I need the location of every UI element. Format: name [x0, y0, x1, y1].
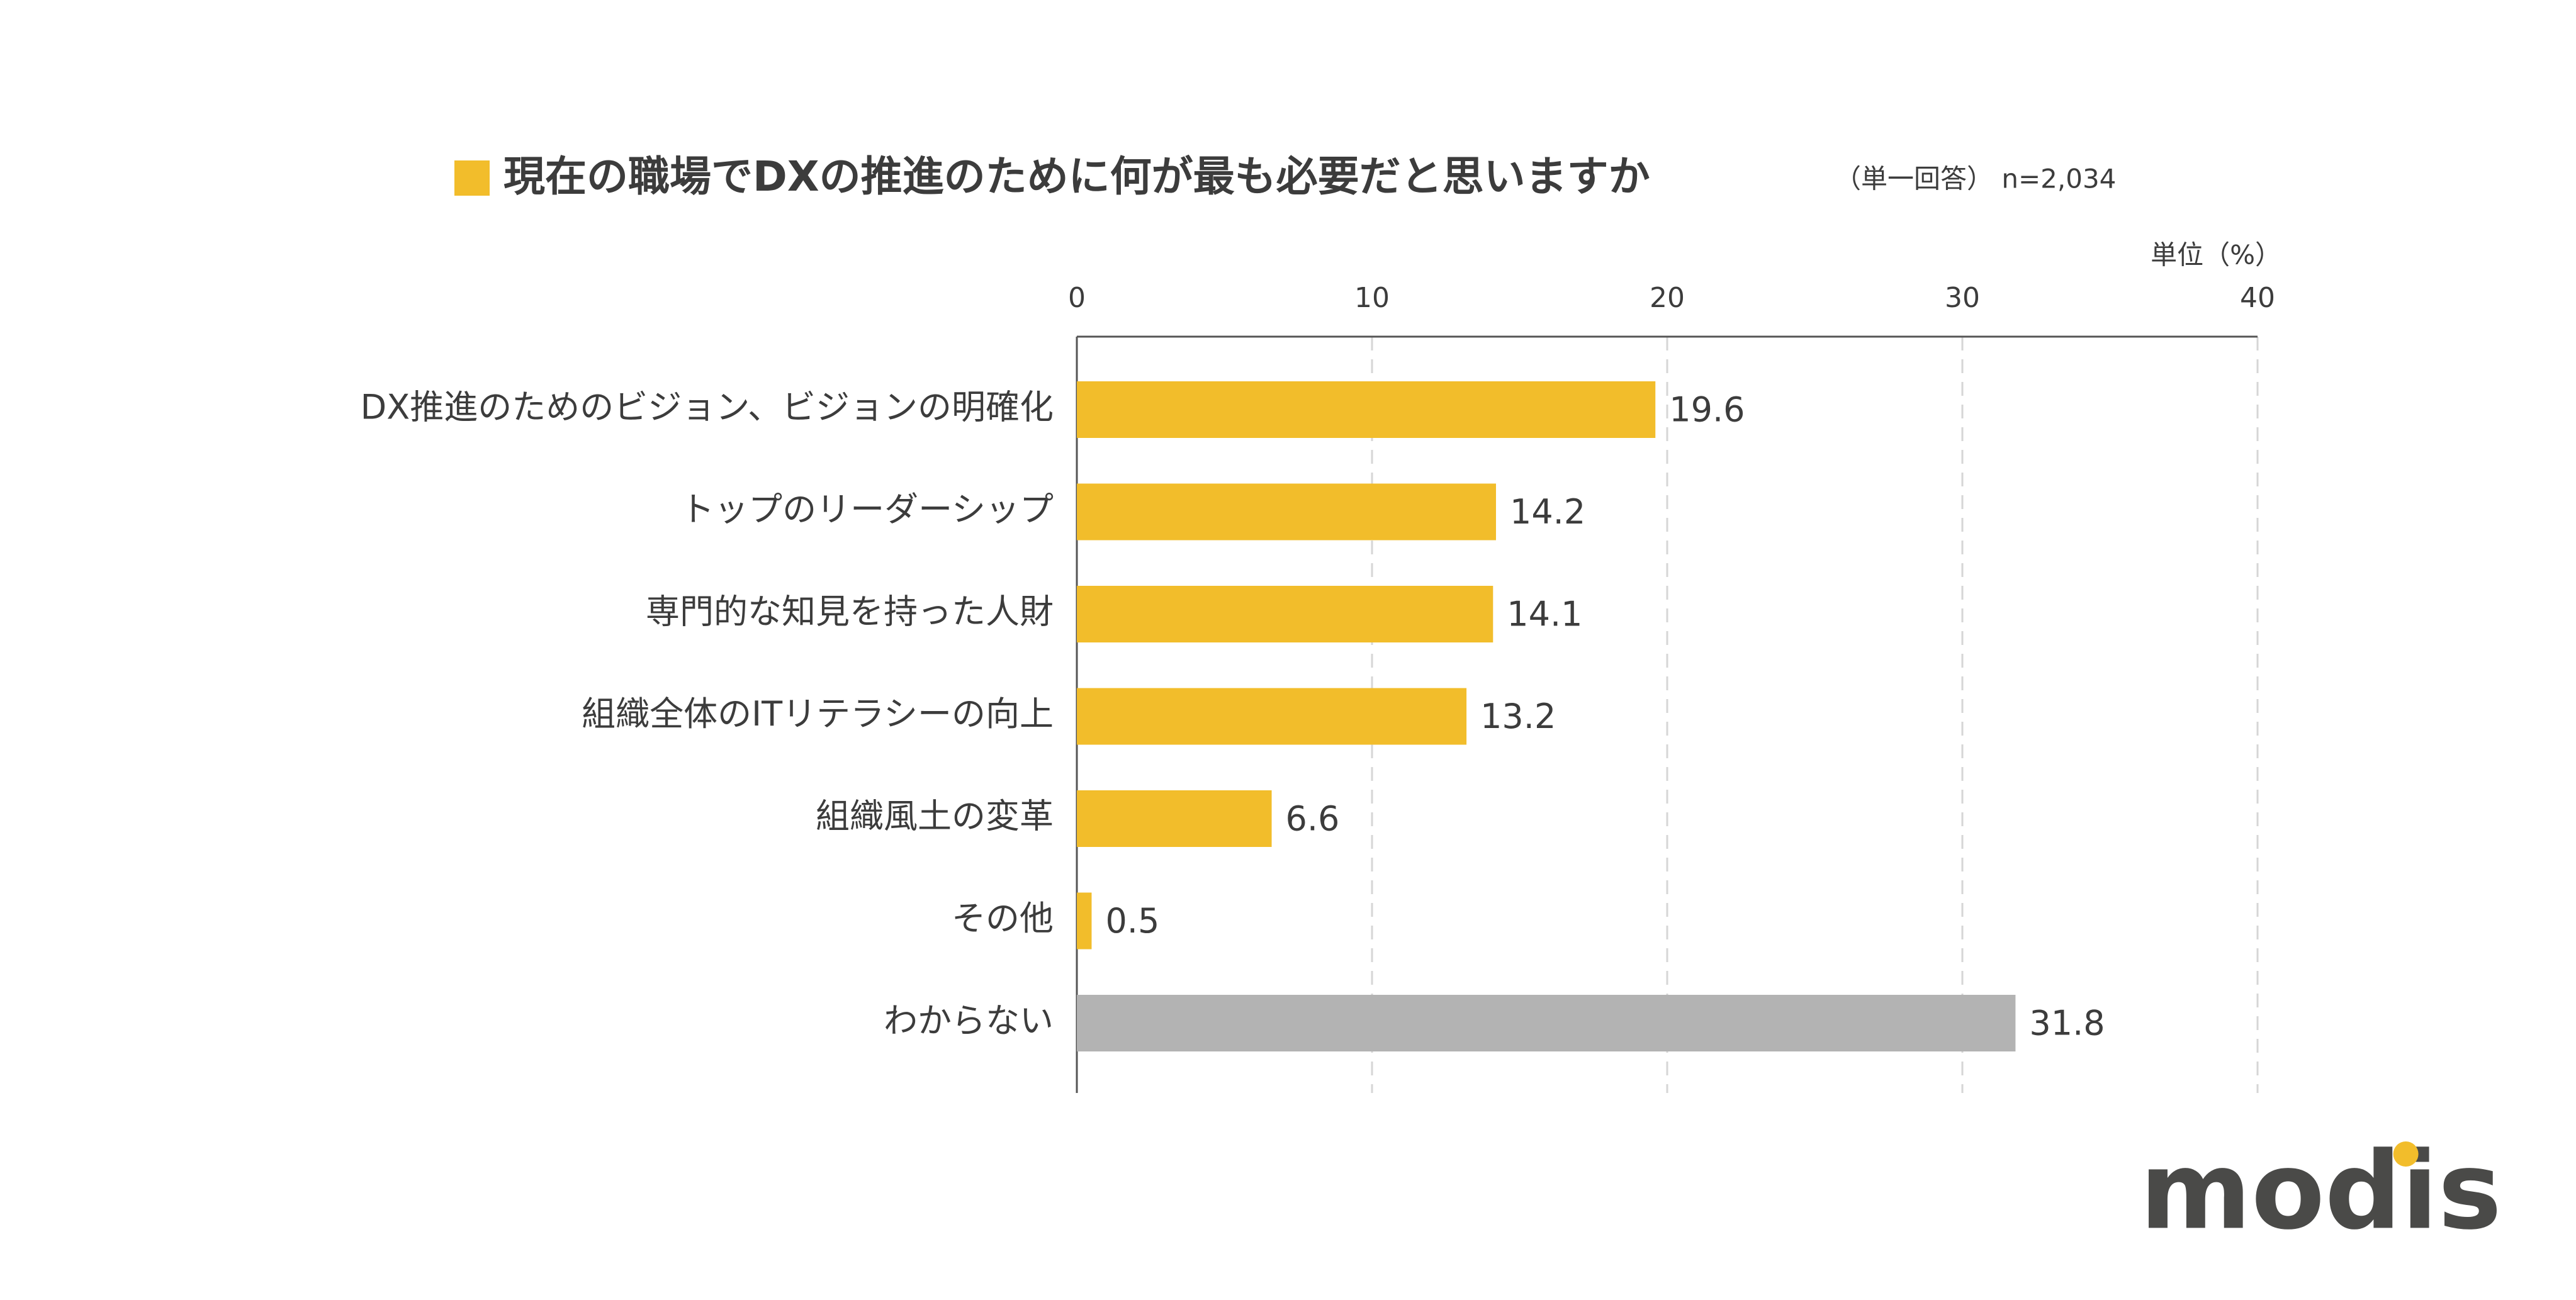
value-label: 0.5: [1105, 901, 1159, 941]
category-label: DX推進のためのビジョン、ビジョンの明確化: [361, 388, 1054, 427]
category-label: 専門的な知見を持った人財: [646, 592, 1054, 632]
chart-title: 現在の職場でDXの推進のために何が最も必要だと思いますか: [503, 152, 1650, 201]
chart-subtitle: （単一回答） n=2,034: [1835, 164, 2116, 194]
value-label: 13.2: [1480, 697, 1556, 736]
bar: [1077, 381, 1656, 438]
logo: modis: [2140, 1129, 2502, 1253]
x-tick-label: 40: [2240, 282, 2275, 314]
category-label: わからない: [884, 1001, 1054, 1041]
category-label: 組織全体のITリテラシーの向上: [582, 694, 1054, 734]
logo-dot: [2393, 1141, 2419, 1167]
bar: [1077, 483, 1496, 541]
bar: [1077, 586, 1493, 642]
category-label: 組織風土の変革: [816, 797, 1054, 836]
title-marker: [454, 160, 490, 196]
x-tick-label: 0: [1068, 282, 1086, 314]
value-label: 14.2: [1510, 492, 1585, 532]
bar: [1077, 892, 1092, 950]
unit-label: 単位（%）: [2151, 240, 2281, 271]
x-tick-label: 10: [1354, 282, 1390, 314]
x-tick-label: 20: [1650, 282, 1685, 314]
value-label: 31.8: [2029, 1004, 2105, 1043]
bar: [1077, 790, 1272, 847]
x-tick-label: 30: [1945, 282, 1980, 314]
bar: [1077, 688, 1467, 745]
bar: [1077, 995, 2016, 1051]
category-label: トップのリーダーシップ: [680, 490, 1054, 529]
value-label: 19.6: [1669, 390, 1745, 430]
value-label: 14.1: [1507, 595, 1582, 634]
value-label: 6.6: [1286, 799, 1340, 839]
category-label: その他: [952, 899, 1054, 938]
